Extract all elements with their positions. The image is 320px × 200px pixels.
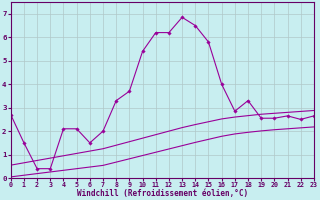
X-axis label: Windchill (Refroidissement éolien,°C): Windchill (Refroidissement éolien,°C) — [77, 189, 248, 198]
